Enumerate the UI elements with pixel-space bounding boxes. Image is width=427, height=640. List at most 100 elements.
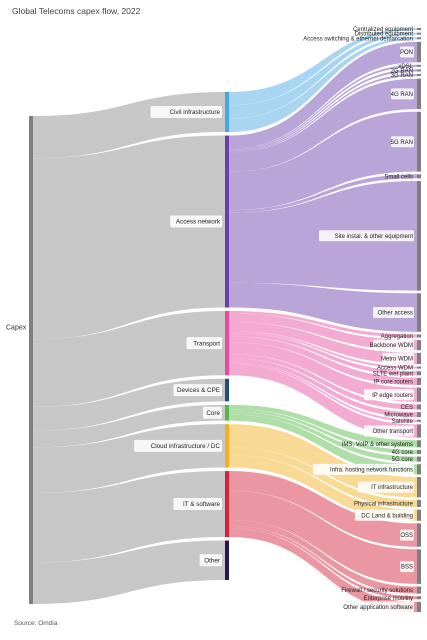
node-5g-core xyxy=(417,456,421,462)
flow-capex-to-other xyxy=(33,540,225,604)
node-cloud-infrastructure-dc xyxy=(225,424,229,468)
node-pon xyxy=(417,41,421,63)
flow-civil-infrastructure-to-distributed-equipment xyxy=(229,32,417,119)
flow-it-and-software-to-firewall-security-solutions xyxy=(229,519,417,594)
node-firewall-security-solutions xyxy=(417,586,421,594)
node-label-metro-wdm: Metro WDM xyxy=(381,356,413,362)
node-access-switching-and-ethernet-demarcation xyxy=(417,37,421,40)
flow-capex-to-transport xyxy=(33,311,225,407)
flow-transport-to-slte-wet-plant xyxy=(229,333,417,376)
node-label-centralized-equipment: Centralized equipment xyxy=(353,27,413,33)
node-label-infra-hosting-network-functions: Infra. hosting network functions xyxy=(330,467,413,473)
flow-access-network-to-3g-ran xyxy=(229,74,417,153)
flow-transport-to-ip-edge-routers xyxy=(229,342,417,402)
node-ip-edge-routers xyxy=(417,387,421,402)
node-label-bg-transport xyxy=(186,337,222,350)
node-label-bg-it-infrastructure xyxy=(358,481,414,493)
node-label-bg-infra-hosting-network-functions xyxy=(313,463,414,475)
node-label-civil-infrastructure: Civil infrastructure xyxy=(170,109,221,116)
flow-civil-infrastructure-to-centralized-equipment xyxy=(229,28,417,106)
node-label-bg-cloud-infrastructure-dc xyxy=(134,439,222,452)
node-5g-ran xyxy=(417,111,421,172)
flow-capex-to-access-network xyxy=(33,135,225,340)
flow-transport-to-ip-core-routers xyxy=(229,336,417,385)
node-3g-ran xyxy=(417,74,421,77)
node-label-site-instal-and-other-equipment: Site instal. & other equipment xyxy=(335,234,414,240)
node-label-other-access: Other access xyxy=(378,311,413,317)
node-label-small-cells: Small cells xyxy=(384,174,413,180)
node-label-firewall-security-solutions: Firewall / security solutions xyxy=(341,588,413,594)
node-label-bg-civil-infrastructure xyxy=(150,106,222,119)
node-label-dc-land-and-building: DC Land & building xyxy=(361,513,413,519)
node-site-instal-and-other-equipment xyxy=(417,180,421,291)
node-label-other-transport: Other transport xyxy=(373,429,414,435)
node-label-bg-bss xyxy=(400,561,414,573)
node-ims-voip-and-other-systems xyxy=(417,440,421,448)
node-label-bg-metro-wdm xyxy=(382,352,414,364)
node-label-4g-ran: 4G RAN xyxy=(391,92,413,98)
node-distributed-equipment xyxy=(417,32,421,35)
node-centralized-equipment xyxy=(417,28,421,31)
node-label-bg-dc-land-and-building xyxy=(355,509,414,521)
flow-transport-to-ces xyxy=(229,354,417,410)
node-label-xdsl: xDSL xyxy=(398,64,413,70)
node-core xyxy=(225,404,229,421)
node-it-infrastructure xyxy=(417,477,421,498)
node-access-wdm xyxy=(417,366,421,369)
node-label-access-wdm: Access WDM xyxy=(377,366,413,372)
flow-transport-to-other-transport xyxy=(229,364,417,438)
node-it-and-software xyxy=(225,471,229,538)
node-label-other-application-software: Other application software xyxy=(343,605,413,611)
node-other-application-software xyxy=(417,601,421,612)
flow-it-and-software-to-enterprise-mobility xyxy=(229,525,417,600)
node-other xyxy=(225,540,229,580)
node-capex xyxy=(29,116,33,604)
node-label-cloud-infrastructure-dc: Cloud infrastructure / DC xyxy=(151,443,221,450)
node-label-core: Core xyxy=(206,410,220,417)
node-4g-core xyxy=(417,449,421,454)
node-4g-ran xyxy=(417,78,421,110)
node-devices-and-cpe xyxy=(225,378,229,402)
flow-capex-to-core xyxy=(33,404,225,448)
flow-it-and-software-to-oss xyxy=(229,471,417,547)
chart-source: Source: Omdia xyxy=(14,620,58,627)
node-satellite xyxy=(417,419,421,422)
node-backbone-wdm xyxy=(417,340,421,351)
flow-access-network-to-pon xyxy=(229,41,417,149)
flow-core-to-5g-core xyxy=(229,411,417,462)
node-xdsl xyxy=(417,64,421,67)
node-small-cells xyxy=(417,174,421,179)
flow-access-network-to-xdsl xyxy=(229,64,417,150)
node-label-bg-oss xyxy=(400,529,414,541)
node-metro-wdm xyxy=(417,352,421,364)
node-label-bg-other xyxy=(199,554,222,567)
node-label-bg-core xyxy=(202,406,222,419)
node-label-bg-site-instal-and-other-equipment xyxy=(319,230,414,242)
node-label-bg-devices-and-cpe xyxy=(173,384,222,397)
node-2g-ran xyxy=(417,69,421,72)
node-label-backbone-wdm: Backbone WDM xyxy=(370,343,413,349)
node-label-3g-ran: 3G RAN xyxy=(391,73,413,79)
flow-transport-to-backbone-wdm xyxy=(229,313,417,351)
flow-it-and-software-to-other-application-software xyxy=(229,528,417,612)
node-label-bg-5g-ran xyxy=(391,136,414,148)
node-microwave xyxy=(417,412,421,418)
chart-title: Global Telecoms capex flow, 2022 xyxy=(12,6,141,16)
node-oss xyxy=(417,523,421,547)
node-label-access-switching-and-ethernet-demarcation: Access switching & ethernet demarcation xyxy=(303,36,413,42)
node-ces xyxy=(417,404,421,410)
node-label-5g-core: 5G core xyxy=(392,457,414,463)
flow-transport-to-aggregation xyxy=(229,311,417,338)
node-label-bss: BSS xyxy=(401,565,413,571)
node-label-5g-ran: 5G RAN xyxy=(391,140,413,146)
flow-cloud-infrastructure-dc-to-it-infrastructure xyxy=(229,424,417,498)
node-label-bg-other-transport xyxy=(364,425,414,437)
flow-access-network-to-5g-ran xyxy=(229,111,417,211)
node-label-bg-backbone-wdm xyxy=(373,339,414,351)
flow-transport-to-microwave xyxy=(229,358,417,418)
node-label-other: Other xyxy=(204,557,220,564)
node-label-capex: Capex xyxy=(6,325,27,332)
node-label-physical-infrastructure: Physical infrastructure xyxy=(354,502,414,508)
node-label-it-and-software: IT & software xyxy=(183,501,220,508)
node-ip-core-routers xyxy=(417,377,421,385)
